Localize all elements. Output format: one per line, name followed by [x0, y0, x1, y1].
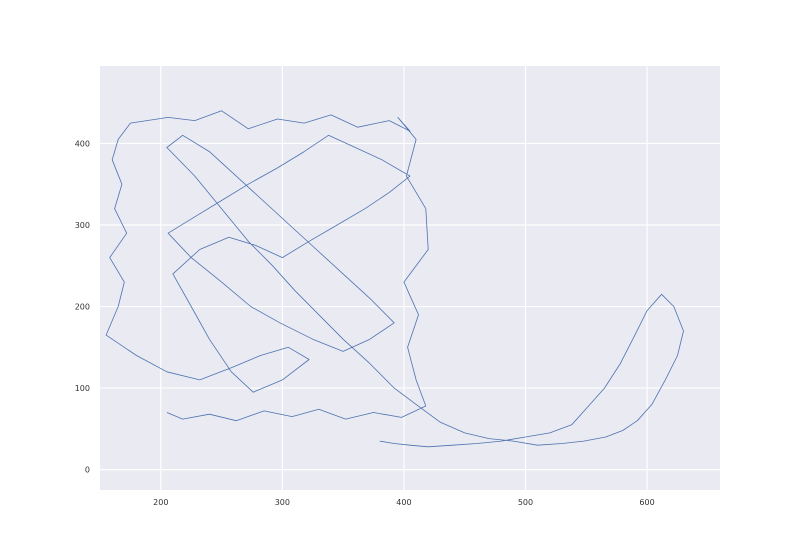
x-tick-label: 400 [396, 498, 411, 507]
x-tick-label: 600 [639, 498, 654, 507]
y-tick-label: 0 [85, 466, 90, 475]
grid-lines [100, 66, 720, 490]
plot-area [100, 66, 720, 490]
y-tick-label: 100 [75, 384, 90, 393]
y-tick-label: 200 [75, 303, 90, 312]
x-tick-label: 500 [518, 498, 533, 507]
y-axis-ticks: 0 100 200 300 400 [75, 139, 90, 474]
x-tick-label: 300 [275, 498, 290, 507]
x-tick-label: 200 [153, 498, 168, 507]
y-tick-label: 300 [75, 221, 90, 230]
x-axis-ticks: 200 300 400 500 600 [153, 498, 655, 507]
y-tick-label: 400 [75, 139, 90, 148]
trajectory-series [105, 110, 684, 448]
trajectory-line [105, 110, 684, 448]
